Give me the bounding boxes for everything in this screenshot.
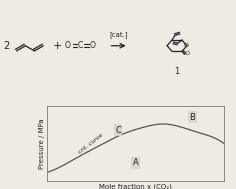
Text: C: C: [78, 41, 83, 50]
Text: O: O: [184, 43, 189, 48]
Text: O: O: [64, 41, 70, 50]
Text: 1: 1: [174, 67, 180, 76]
X-axis label: Mole fraction x (CO₂): Mole fraction x (CO₂): [99, 184, 172, 189]
Text: O: O: [90, 41, 95, 50]
Text: [cat.]: [cat.]: [109, 31, 128, 38]
Y-axis label: Pressure / MPa: Pressure / MPa: [39, 118, 45, 169]
Text: 2: 2: [3, 41, 9, 51]
Text: crit. curve: crit. curve: [77, 133, 104, 155]
Text: B: B: [190, 113, 195, 122]
Text: +: +: [53, 41, 63, 51]
Text: C: C: [115, 125, 121, 135]
Text: O: O: [185, 51, 190, 57]
Text: A: A: [133, 158, 139, 167]
